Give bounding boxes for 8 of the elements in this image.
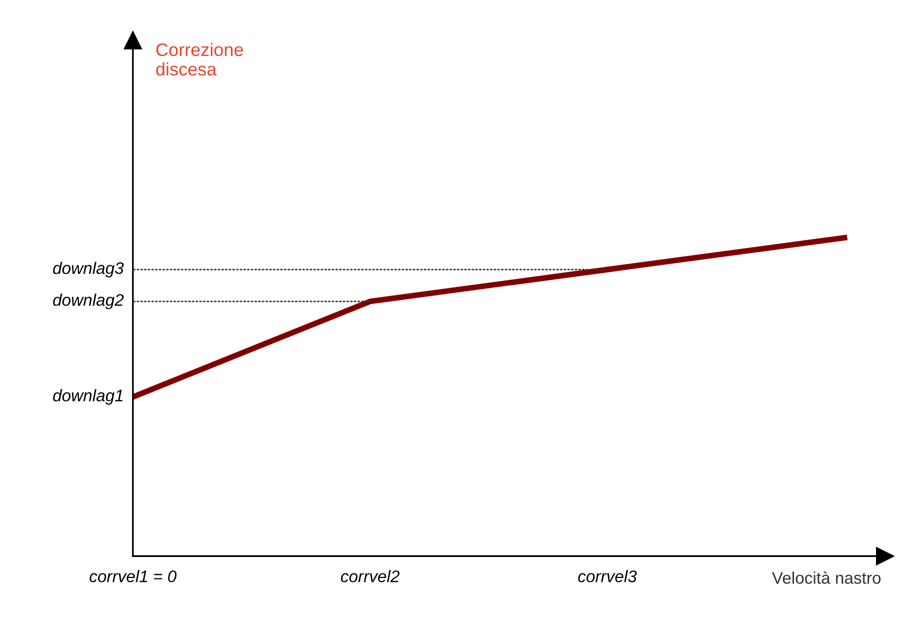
- text: Correzione discesa: [156, 42, 243, 76]
- x-axis-title: Velocità nastro: [772, 571, 881, 584]
- x-tick-label: corrvel2: [340, 570, 400, 582]
- annotation: downlag1: [53, 389, 122, 405]
- annotation: downlag2: [53, 294, 124, 310]
- x-tick-label: corrvel3: [578, 570, 637, 582]
- x-tick-label: corrvel1 = 0: [90, 570, 177, 582]
- annotation: downlag3: [53, 262, 124, 278]
